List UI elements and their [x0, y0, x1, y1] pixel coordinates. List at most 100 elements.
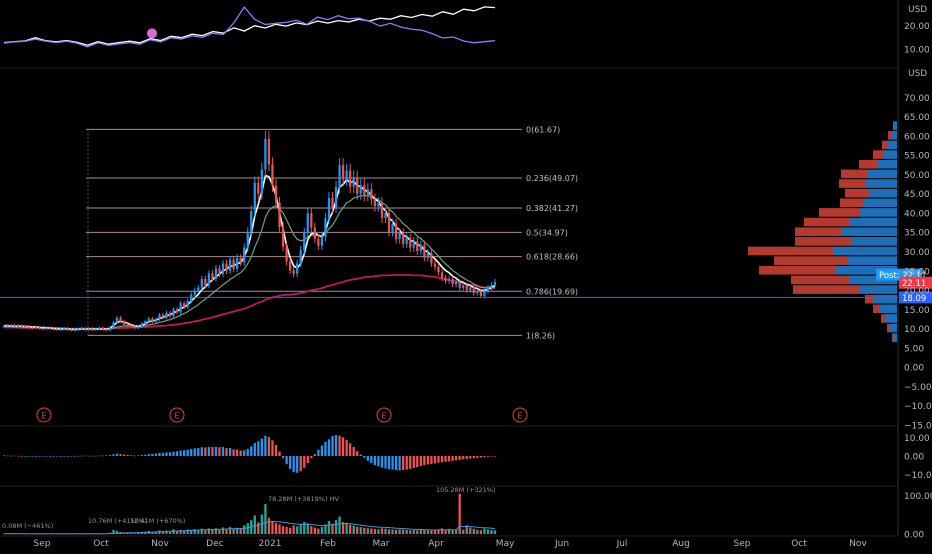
oscillator-bar-56 — [200, 447, 203, 456]
oscillator-bar-74 — [264, 435, 267, 456]
candle-body-115 — [409, 238, 412, 248]
oscillator-bar-112 — [398, 456, 401, 471]
volume-bar-108 — [384, 528, 387, 534]
oscillator-bar-128 — [455, 456, 458, 461]
candle-body-137 — [486, 287, 490, 291]
volume-bar-111 — [394, 529, 398, 534]
volume-bar-121 — [430, 530, 433, 534]
moving-average-red — [4, 274, 495, 330]
candle-body-138 — [490, 285, 493, 288]
oscillator-bar-63 — [225, 448, 228, 456]
oscillator-bar-79 — [281, 456, 285, 459]
volume-bar-51 — [183, 530, 186, 534]
volume-bar-63 — [225, 529, 228, 534]
candle-body-82 — [292, 270, 295, 274]
volume-bar-127 — [451, 529, 454, 534]
oscillator-bar-94 — [334, 435, 338, 456]
candle-body-129 — [458, 282, 461, 288]
candle-body-87 — [310, 213, 313, 228]
volume-bar-39 — [140, 532, 143, 534]
price-y-tick-16: 65.00 — [904, 113, 930, 123]
price-y-tick-15: 60.00 — [904, 132, 930, 142]
volume-annotation-2: 12.41M (+670%) — [130, 517, 185, 525]
candle-body-69 — [246, 231, 249, 248]
candle-body-130 — [462, 285, 465, 288]
candle-body-48 — [172, 309, 175, 316]
horizontal-line-tag — [899, 291, 932, 304]
volume-bar-80 — [285, 526, 288, 534]
candle-body-4 — [16, 325, 20, 328]
candle-body-120 — [426, 253, 430, 258]
price-y-tick-4: 5.00 — [904, 344, 924, 354]
oscillator-bar-121 — [430, 456, 433, 464]
candle-body-111 — [394, 223, 398, 240]
oscillator-bar-97 — [345, 439, 348, 456]
earnings-marker-1 — [169, 407, 185, 423]
candle-body-105 — [373, 199, 377, 207]
volume-bar-139 — [493, 530, 497, 534]
oscillator-bar-51 — [183, 450, 186, 456]
volume-bar-106 — [377, 529, 380, 534]
volume-bar-54 — [193, 529, 196, 534]
volume-bar-84 — [299, 524, 302, 534]
volume-bar-79 — [281, 526, 285, 534]
vp-up-bar-16 — [849, 275, 897, 285]
oscillator-bar-139 — [493, 456, 497, 457]
comparison-marker — [147, 28, 157, 39]
candle-body-102 — [363, 185, 366, 196]
candle-body-94 — [334, 187, 338, 208]
oscillator-bar-40 — [144, 454, 147, 456]
oscillator-bar-87 — [310, 456, 313, 459]
volume-bar-130 — [462, 529, 465, 534]
vp-down-bar-8 — [840, 198, 864, 208]
candle-body-114 — [405, 238, 408, 244]
moving-average-green — [4, 194, 496, 330]
oscillator-bar-113 — [402, 456, 405, 470]
candle-body-26 — [94, 328, 97, 330]
volume-bar-105 — [373, 528, 377, 534]
candle-body-100 — [356, 177, 359, 194]
candle-body-36 — [130, 325, 133, 327]
candle-body-24 — [87, 328, 90, 330]
oscillator-bar-39 — [140, 455, 143, 456]
candle-body-39 — [140, 323, 143, 327]
candle-body-77 — [274, 185, 278, 203]
candle-body-73 — [260, 169, 264, 194]
fib-level-label-0: 0(61.67) — [526, 125, 560, 134]
candle-body-83 — [296, 263, 299, 274]
fib-level-label-5: 0.786(19.69) — [526, 287, 578, 296]
candle-body-41 — [147, 318, 150, 322]
candle-body-40 — [144, 321, 147, 324]
oscillator-bar-33 — [119, 454, 122, 456]
price-y-tick-0: −15.00 — [904, 422, 932, 432]
candle-body-45 — [161, 314, 165, 318]
oscillator-bar-104 — [370, 456, 373, 464]
candle-body-9 — [34, 327, 37, 329]
price-y-tick-9: 30.00 — [904, 248, 930, 258]
osc-y-tick-0: −10.00 — [904, 471, 932, 481]
volume-bar-65 — [232, 529, 235, 534]
oscillator-bar-123 — [437, 456, 440, 463]
candle-body-88 — [313, 227, 316, 239]
volume-bar-94 — [334, 520, 338, 534]
oscillator-bar-135 — [479, 456, 483, 458]
candle-body-54 — [193, 290, 196, 295]
oscillator-bar-16 — [59, 456, 62, 457]
candle-body-68 — [243, 247, 246, 263]
oscillator-bar-62 — [221, 447, 225, 456]
oscillator-bar-127 — [451, 456, 454, 461]
oscillator-bar-83 — [296, 456, 299, 473]
candle-body-122 — [433, 263, 437, 267]
volume-bar-0 — [2, 533, 6, 535]
earnings-marker-label-2: E — [381, 412, 386, 421]
oscillator-bar-120 — [426, 456, 430, 465]
volume-bar-69 — [246, 523, 249, 534]
volume-bar-88 — [313, 527, 316, 534]
volume-bar-43 — [154, 531, 158, 534]
candle-body-96 — [341, 165, 345, 180]
candle-body-72 — [257, 182, 260, 194]
vp-down-bar-10 — [804, 217, 849, 227]
oscillator-bar-0 — [2, 455, 6, 457]
x-tick-12: Sep — [734, 539, 751, 549]
